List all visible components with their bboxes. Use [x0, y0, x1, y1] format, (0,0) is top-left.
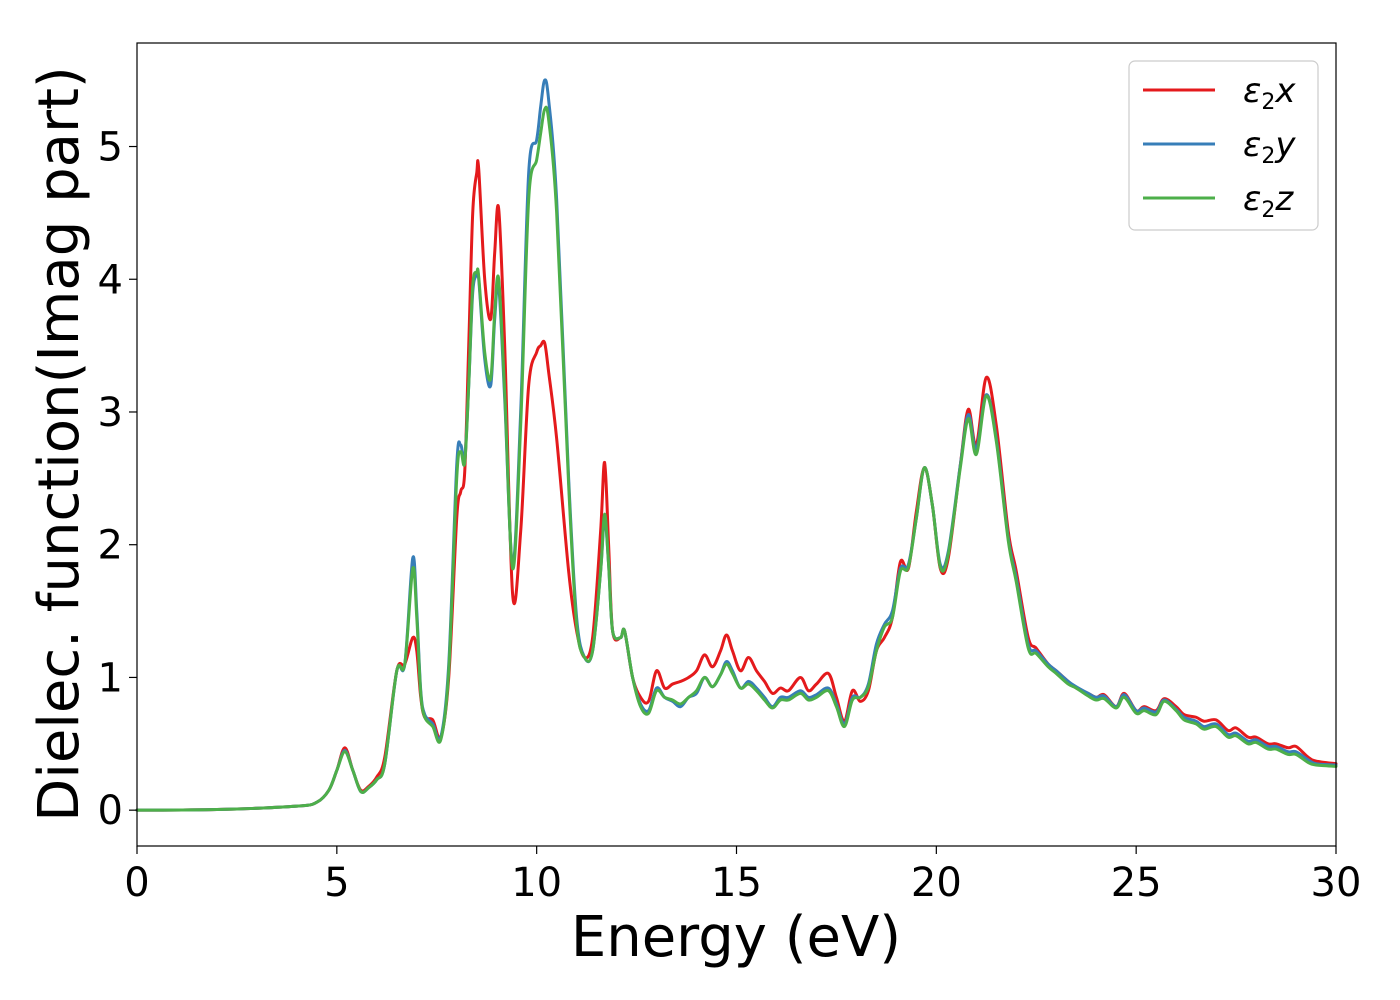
legend-label-z: ε2z	[1243, 179, 1294, 223]
x-tick-label: 0	[124, 860, 149, 906]
y-tick-label: 4	[98, 257, 123, 303]
y-tick-label: 0	[98, 788, 123, 834]
series-layer	[135, 78, 1338, 812]
y-tick-label: 2	[98, 523, 123, 569]
x-tick-label: 30	[1311, 860, 1362, 906]
x-tick-label: 5	[324, 860, 349, 906]
y-axis-label: Dielec. function(Imag part)	[27, 66, 92, 822]
x-axis-label: Energy (eV)	[571, 905, 901, 970]
x-axis: 0 5 10 15 20 25 30	[124, 846, 1361, 906]
y-tick-label: 3	[98, 390, 123, 436]
y-tick-label: 5	[98, 125, 123, 171]
legend: ε2x ε2y ε2z	[1128, 60, 1319, 231]
x-tick-label: 10	[511, 860, 562, 906]
series-line-z	[135, 105, 1338, 812]
x-tick-label: 25	[1111, 860, 1162, 906]
y-tick-label: 1	[98, 655, 123, 701]
y-axis: 0 1 2 3 4 5	[98, 125, 137, 834]
legend-box	[1128, 60, 1319, 231]
legend-label-x: ε2x	[1243, 71, 1296, 115]
x-tick-label: 15	[711, 860, 762, 906]
legend-label-y: ε2y	[1243, 125, 1296, 169]
x-tick-label: 20	[911, 860, 962, 906]
